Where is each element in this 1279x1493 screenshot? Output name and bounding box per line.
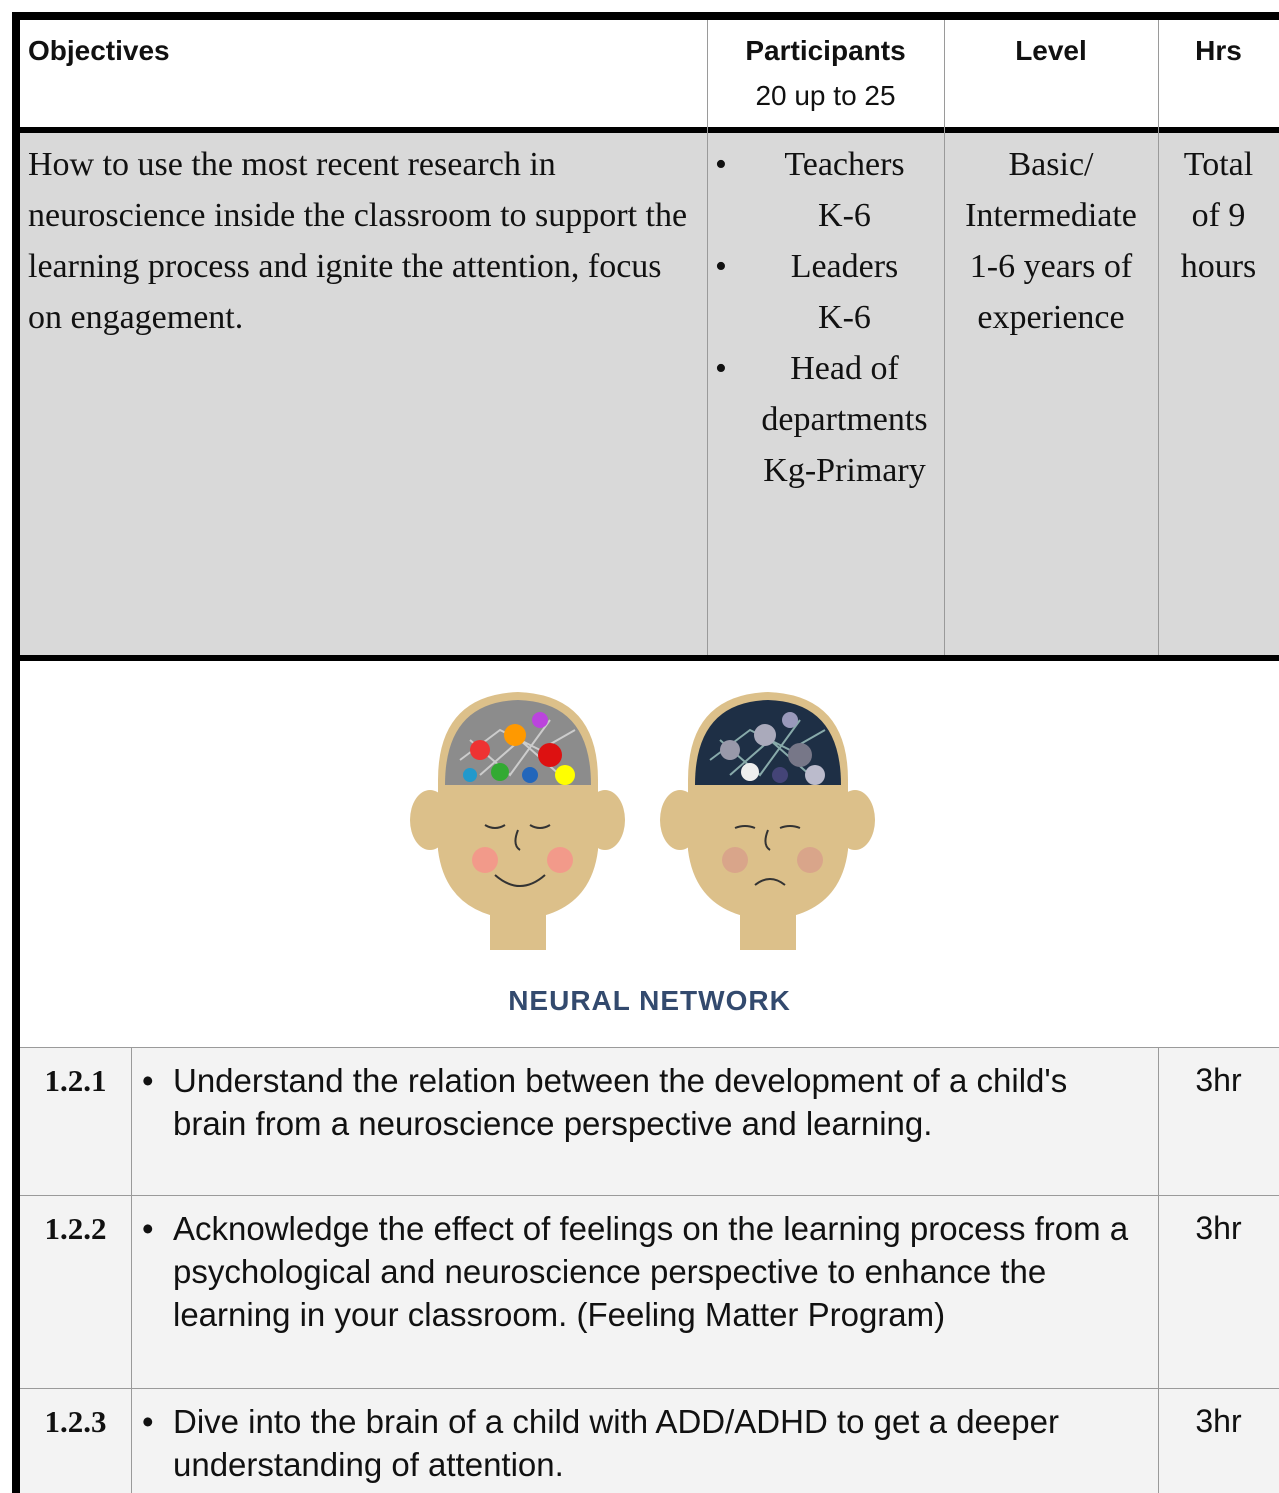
level-line: 1-6 years of [969, 248, 1133, 285]
happy-head [410, 692, 625, 950]
sad-head [660, 692, 875, 950]
session-hrs: 3hr [1195, 1062, 1242, 1098]
level-line: experience [977, 299, 1125, 336]
session-text: Understand the relation between the deve… [173, 1062, 1068, 1142]
participants-list: • Teachers K-6 • Leaders K-6 • Head of departmen… [715, 139, 944, 496]
image-caption: NEURAL NETWORK [508, 985, 791, 1016]
session-hrs: 3hr [1195, 1403, 1242, 1439]
neural-network-illustration [410, 692, 875, 950]
participant-line: K-6 [818, 299, 871, 336]
hrs-line: Total [1183, 146, 1254, 183]
level-line: Intermediate [965, 197, 1137, 234]
border [12, 127, 1279, 133]
divider [707, 20, 708, 655]
border [12, 12, 1279, 20]
divider [944, 20, 945, 655]
participant: • Head of departments Kg-Primary [715, 343, 944, 496]
bullet: • [142, 1062, 154, 1099]
header-cell: Objectives [28, 35, 170, 66]
session-code: 1.2.1 [44, 1063, 107, 1098]
hours: Total of 9 hours [1158, 139, 1279, 292]
participant-line: Teachers [784, 146, 905, 183]
level-line: Basic/ [1008, 146, 1094, 183]
level: Basic/Intermediate 1-6 years of experience [944, 139, 1158, 343]
objective: How to use the most recent research in n… [28, 146, 688, 336]
participant-line: Kg-Primary [763, 452, 926, 489]
sessions-bg [20, 1047, 1279, 1493]
hrs-line: hours [1180, 248, 1257, 285]
bullet: • [715, 350, 727, 387]
header-cell: Participants [745, 35, 906, 66]
session-text: Acknowledge the effect of feelings on th… [173, 1210, 1129, 1333]
participant-line: K-6 [818, 197, 871, 234]
divider [1158, 20, 1159, 655]
header-cell: Level [1015, 35, 1087, 66]
participant: • Leaders K-6 [715, 241, 944, 343]
session-hrs: 3hr [1195, 1210, 1242, 1246]
bullet: • [715, 146, 727, 183]
participant-line: Leaders [790, 248, 899, 285]
header-sub: 20 up to 25 [755, 80, 896, 111]
divider [1158, 1047, 1159, 1493]
divider [20, 1195, 1279, 1196]
border [12, 655, 1279, 661]
divider [20, 1388, 1279, 1389]
course-row-bg [20, 133, 1279, 655]
bullet: • [715, 248, 727, 285]
hrs-line: of 9 [1191, 197, 1246, 234]
bullet: • [142, 1210, 154, 1247]
session-code: 1.2.2 [44, 1211, 107, 1246]
border [12, 12, 20, 1493]
header-cell: Hrs [1195, 35, 1242, 66]
participant: • Teachers K-6 [715, 139, 944, 241]
session-text: Dive into the brain of a child with ADD/… [173, 1403, 1059, 1483]
divider [20, 1047, 1279, 1048]
divider [131, 1047, 132, 1493]
participant-line: Head of [790, 350, 899, 387]
participant-line: departments [761, 401, 928, 438]
bullet: • [142, 1403, 154, 1440]
session-code: 1.2.3 [44, 1404, 107, 1439]
